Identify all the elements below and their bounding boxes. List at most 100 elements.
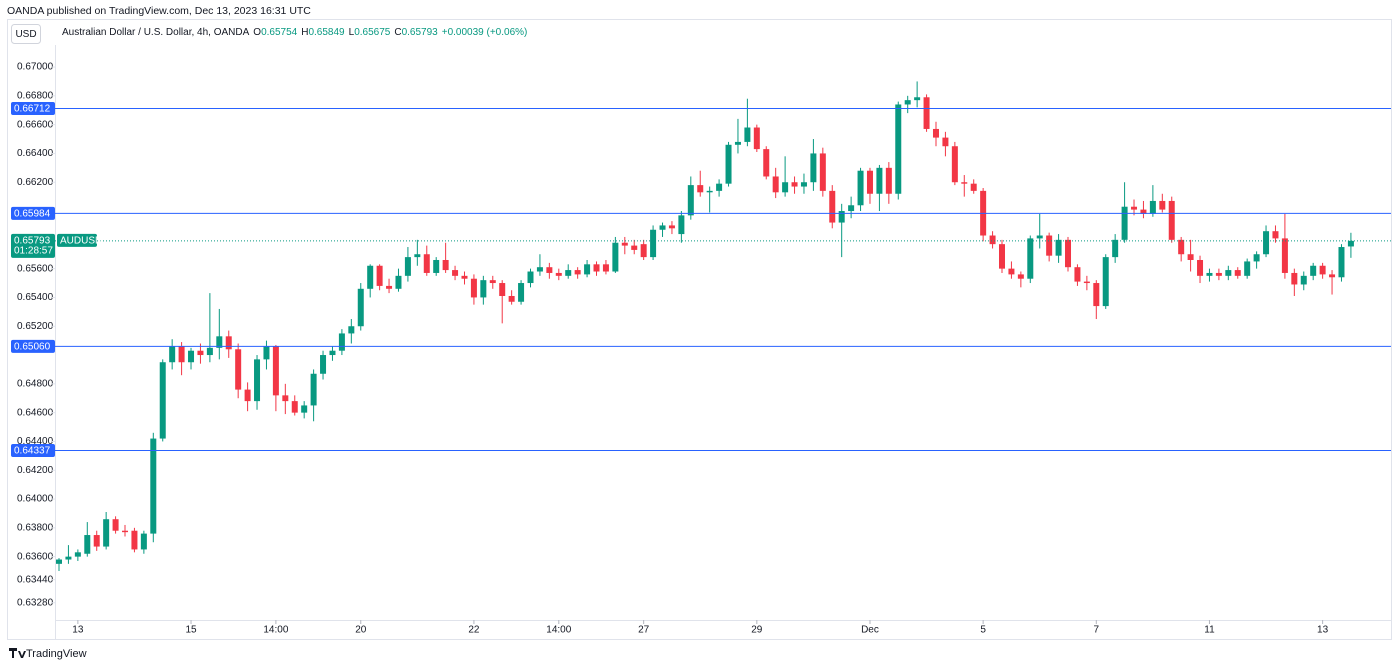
candle-body: [423, 254, 430, 273]
candle-body: [885, 167, 892, 194]
brand-name: TradingView: [26, 648, 87, 660]
candle-body: [254, 359, 261, 402]
candle-body: [829, 190, 836, 223]
candle-body: [112, 519, 119, 531]
candle-body: [555, 272, 562, 276]
legend-field-label: L: [349, 27, 355, 38]
y-tick-label: 0.63600: [17, 551, 54, 562]
candle-body: [140, 533, 147, 550]
candle-body: [65, 556, 72, 560]
candle-body: [1131, 206, 1138, 210]
y-tick-label: 0.65200: [17, 321, 54, 332]
candle-body: [725, 144, 732, 184]
candle-body: [612, 242, 619, 272]
candle-body: [1206, 272, 1213, 276]
candle-body: [668, 225, 675, 229]
candle-body: [386, 285, 393, 289]
currency-button[interactable]: [11, 24, 41, 44]
candle-body: [857, 170, 864, 206]
legend: Australian Dollar / U.S. Dollar, 4h, OAN…: [62, 27, 527, 38]
candle-body: [527, 271, 534, 284]
candle-body: [631, 245, 638, 250]
candle-body: [178, 346, 185, 363]
candle-body: [508, 295, 515, 302]
plot-area: [56, 81, 1354, 572]
candle-body: [961, 182, 968, 184]
candle-body: [1347, 240, 1354, 247]
candle-body: [197, 350, 204, 356]
candle-body: [470, 278, 477, 298]
candle-body: [1083, 281, 1090, 284]
x-tick-label: 13: [1317, 625, 1329, 636]
x-tick-label: 29: [751, 625, 763, 636]
candle-body: [536, 267, 543, 272]
candle-body: [442, 259, 449, 271]
candle-body: [1281, 238, 1288, 273]
candle-body: [951, 146, 958, 183]
x-tick-label: 11: [1204, 625, 1215, 636]
candle-body: [1225, 270, 1232, 276]
brand-logo: [9, 648, 26, 658]
candle-body: [367, 265, 374, 289]
candle-body: [791, 182, 798, 187]
candle-body: [1263, 231, 1270, 255]
candle-body: [1300, 275, 1307, 285]
candle-body: [621, 242, 628, 246]
candle-body: [329, 350, 336, 356]
candle-body: [1149, 200, 1156, 214]
legend-field-value: 0.65754: [261, 27, 298, 38]
candle-body: [489, 280, 496, 284]
candle-body: [348, 326, 355, 334]
candle-body: [1291, 272, 1298, 285]
level-label: 0.65060: [14, 342, 51, 353]
candle-body: [593, 264, 600, 272]
x-tick-label: 13: [72, 625, 84, 636]
candle-body: [357, 288, 364, 327]
candle-body: [1178, 239, 1185, 255]
y-tick-label: 0.66400: [17, 148, 54, 159]
candle-body: [904, 100, 911, 105]
candle-body: [84, 535, 91, 554]
candle-body: [282, 395, 289, 402]
candle-body: [999, 244, 1005, 269]
candle-body: [1159, 200, 1166, 210]
legend-field-value: 0.65675: [354, 27, 391, 38]
candle-body: [970, 183, 977, 191]
candle-body: [404, 257, 411, 276]
candle-body: [876, 167, 883, 194]
candle-body: [131, 530, 138, 550]
candle-body: [1329, 274, 1336, 278]
candle-body: [640, 244, 647, 258]
candle-body: [650, 229, 657, 258]
candle-body: [1272, 231, 1279, 239]
level-label-box: [11, 444, 55, 458]
y-tick-label: 0.64400: [17, 436, 54, 447]
candle-body: [122, 530, 129, 533]
candle-body: [338, 333, 345, 351]
candle-body: [1112, 239, 1119, 258]
candle-body: [499, 283, 506, 296]
y-tick-label: 0.66800: [17, 90, 54, 101]
candle-body: [1017, 274, 1024, 279]
candle-body: [1244, 261, 1251, 276]
candle-body: [320, 355, 327, 374]
candle-body: [433, 259, 440, 273]
candle-body: [687, 185, 694, 216]
candle-body: [848, 205, 855, 212]
candle-body: [1168, 200, 1175, 240]
candle-body: [301, 405, 308, 413]
level-label-box: [11, 339, 55, 353]
candle-body: [989, 235, 996, 245]
candle-body: [782, 182, 789, 193]
candle-body: [310, 373, 317, 406]
legend-field-value: 0.65849: [308, 27, 345, 38]
y-tick-label: 0.63800: [17, 522, 54, 533]
candle-body: [1319, 265, 1326, 275]
frame: [7, 19, 1392, 640]
y-tick-label: 0.66200: [17, 177, 54, 188]
candle-body: [1140, 209, 1147, 214]
candle-body: [1187, 254, 1194, 260]
candle-body: [376, 265, 383, 286]
candle-body: [188, 350, 195, 363]
candle-body: [800, 182, 807, 187]
